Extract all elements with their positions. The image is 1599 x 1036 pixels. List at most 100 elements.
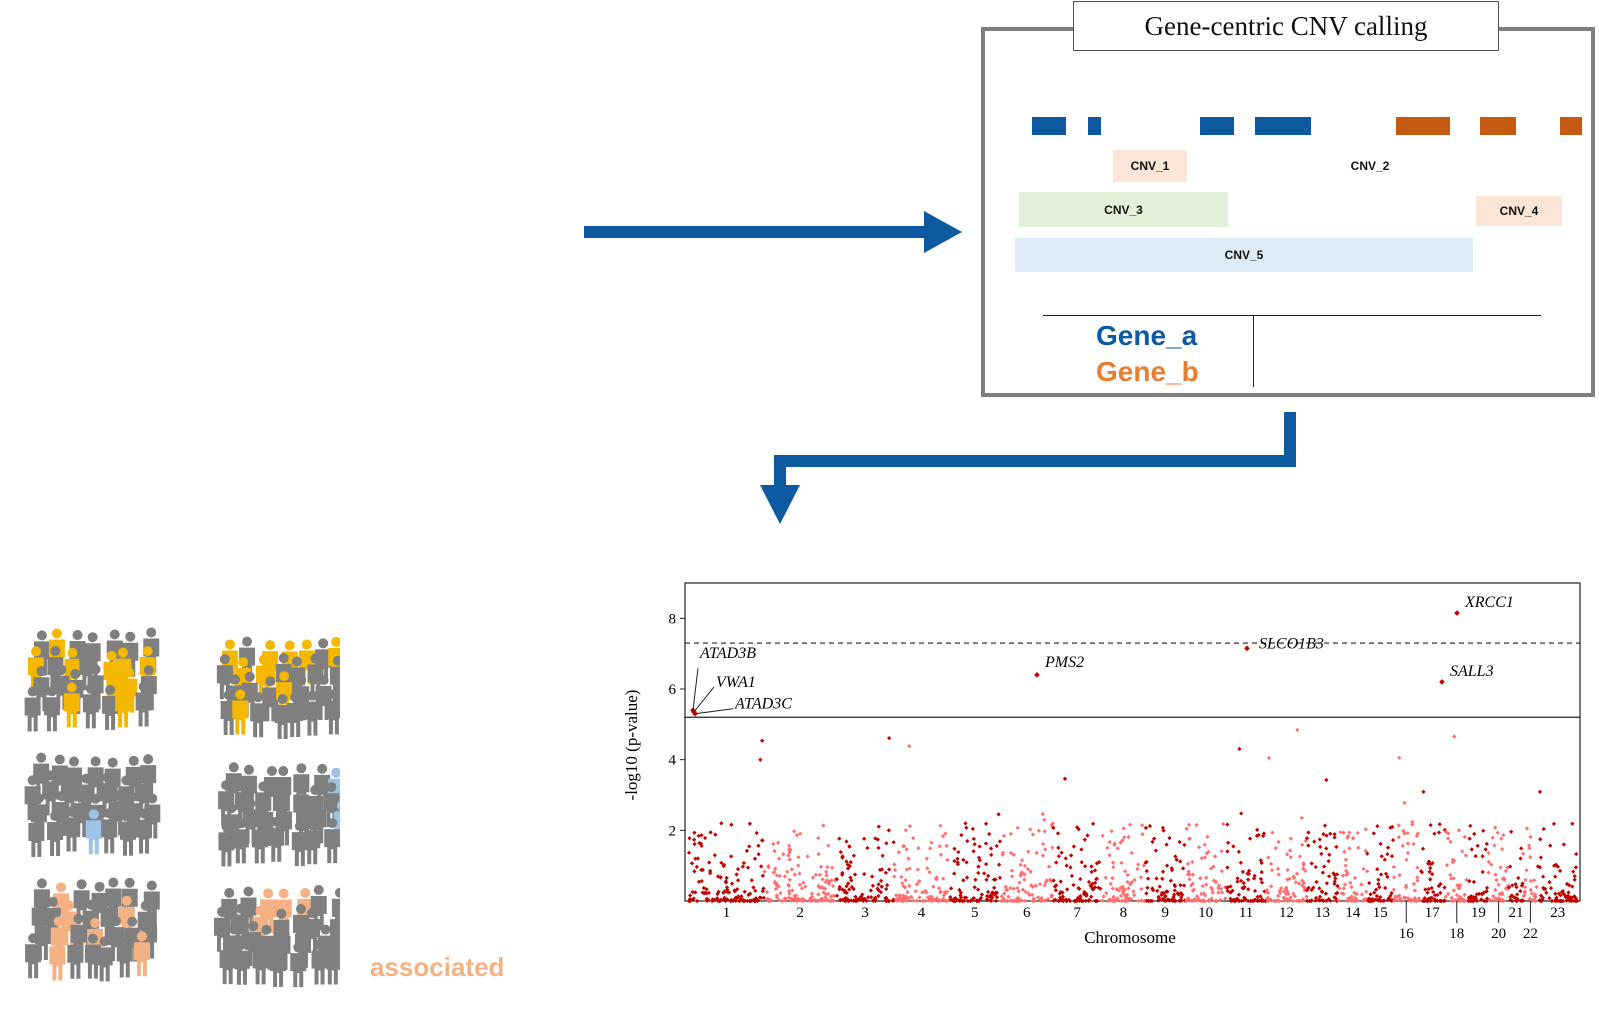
snp-point <box>813 872 819 878</box>
snp-point <box>1572 877 1577 882</box>
snp-point <box>1510 883 1515 888</box>
snp-point <box>938 823 943 828</box>
snp-point <box>884 886 889 892</box>
snp-point <box>1452 858 1457 863</box>
snp-point <box>1412 895 1417 901</box>
snp-point <box>792 872 797 877</box>
snp-point <box>1339 891 1345 896</box>
snp-point <box>1482 898 1487 904</box>
snp-point <box>1287 848 1293 853</box>
snp-point <box>729 822 734 827</box>
snp-point <box>1317 837 1322 842</box>
snp-point <box>1313 898 1318 903</box>
snp-point <box>1223 896 1228 901</box>
snp-point <box>886 898 892 904</box>
snp-point <box>1311 885 1316 890</box>
snp-point <box>1179 895 1184 900</box>
snp-point <box>1010 874 1015 879</box>
snp-point <box>1245 871 1250 876</box>
snp-point <box>1064 898 1069 904</box>
snp-point <box>1126 886 1131 891</box>
snp-point <box>1471 898 1476 904</box>
snp-point <box>1574 851 1579 857</box>
snp-point <box>794 833 800 838</box>
snp-point <box>1219 868 1224 874</box>
snp-point <box>830 883 836 889</box>
snp-point <box>1385 845 1391 850</box>
snp-point <box>1180 866 1186 871</box>
person-icon <box>115 682 132 728</box>
snp-point <box>1296 898 1301 904</box>
snp-point <box>1388 893 1393 899</box>
snp-point <box>740 864 745 869</box>
snp-point <box>813 898 819 903</box>
snp-point <box>1522 885 1528 890</box>
snp-point <box>937 844 942 849</box>
snp-point <box>1321 832 1326 837</box>
snp-point <box>1405 830 1410 836</box>
snp-point <box>937 898 942 903</box>
snp-point <box>1211 878 1216 883</box>
snp-point <box>1002 891 1007 896</box>
snp-point <box>1046 864 1052 869</box>
snp-point <box>1489 862 1494 867</box>
snp-point <box>1572 873 1577 879</box>
snp-point <box>1003 884 1008 889</box>
snp-point <box>1089 894 1094 899</box>
snp-point <box>1397 898 1402 903</box>
snp-point <box>1551 821 1557 827</box>
snp-point <box>1018 862 1023 867</box>
snp-point <box>764 889 770 895</box>
snp-point <box>1258 876 1264 882</box>
snp-point <box>1317 894 1323 899</box>
snp-point <box>847 844 852 849</box>
snp-point <box>760 838 765 843</box>
snp-point <box>927 870 932 875</box>
snp-point <box>1377 885 1382 890</box>
snp-point <box>1304 894 1309 899</box>
snp-point <box>1178 898 1183 904</box>
snp-point <box>729 854 734 859</box>
snp-point <box>911 898 916 903</box>
cnv-4-label: CNV_4 <box>1499 204 1539 218</box>
snp-point <box>1301 880 1306 886</box>
snp-point <box>989 895 995 900</box>
snp-point <box>781 851 786 857</box>
snp-point <box>733 895 738 901</box>
snp-point <box>1211 864 1216 869</box>
snp-point <box>913 889 918 894</box>
snp-point <box>1122 887 1128 892</box>
gene-annotation-label: SLCO1B3 <box>1259 635 1324 652</box>
snp-point <box>1152 836 1157 841</box>
snp-point <box>722 895 727 900</box>
snp-point <box>1430 896 1435 901</box>
snp-point <box>1051 825 1056 831</box>
snp-point <box>748 898 753 904</box>
snp-point <box>970 897 975 903</box>
snp-point <box>1125 898 1130 903</box>
snp-point <box>1452 734 1457 739</box>
gene-annotations: ATAD3B VWA1 ATAD3C PMS2 SLCO1B3 XRCC1 SALL3 <box>690 594 1514 717</box>
person-icon <box>133 931 150 977</box>
snp-point <box>1332 835 1337 840</box>
snp-point <box>883 870 888 875</box>
snp-point <box>735 878 741 883</box>
snp-point <box>870 883 876 888</box>
snp-point <box>1210 887 1215 892</box>
snp-point <box>899 874 904 880</box>
snp-point <box>1571 869 1576 874</box>
x-tick-label: 11 <box>1239 905 1253 921</box>
snp-point <box>1449 895 1454 900</box>
gene-a-exon <box>1032 117 1066 135</box>
snp-point <box>1225 865 1230 870</box>
snp-point <box>997 875 1003 880</box>
snp-point <box>701 891 707 896</box>
y-axis: 2 4 6 8 <box>669 611 685 839</box>
snp-point <box>997 862 1002 867</box>
snp-point <box>861 898 866 904</box>
x-tick-label: 2 <box>796 905 804 921</box>
snp-point <box>1355 830 1360 836</box>
snp-point <box>1428 877 1433 882</box>
snp-point <box>964 825 969 830</box>
